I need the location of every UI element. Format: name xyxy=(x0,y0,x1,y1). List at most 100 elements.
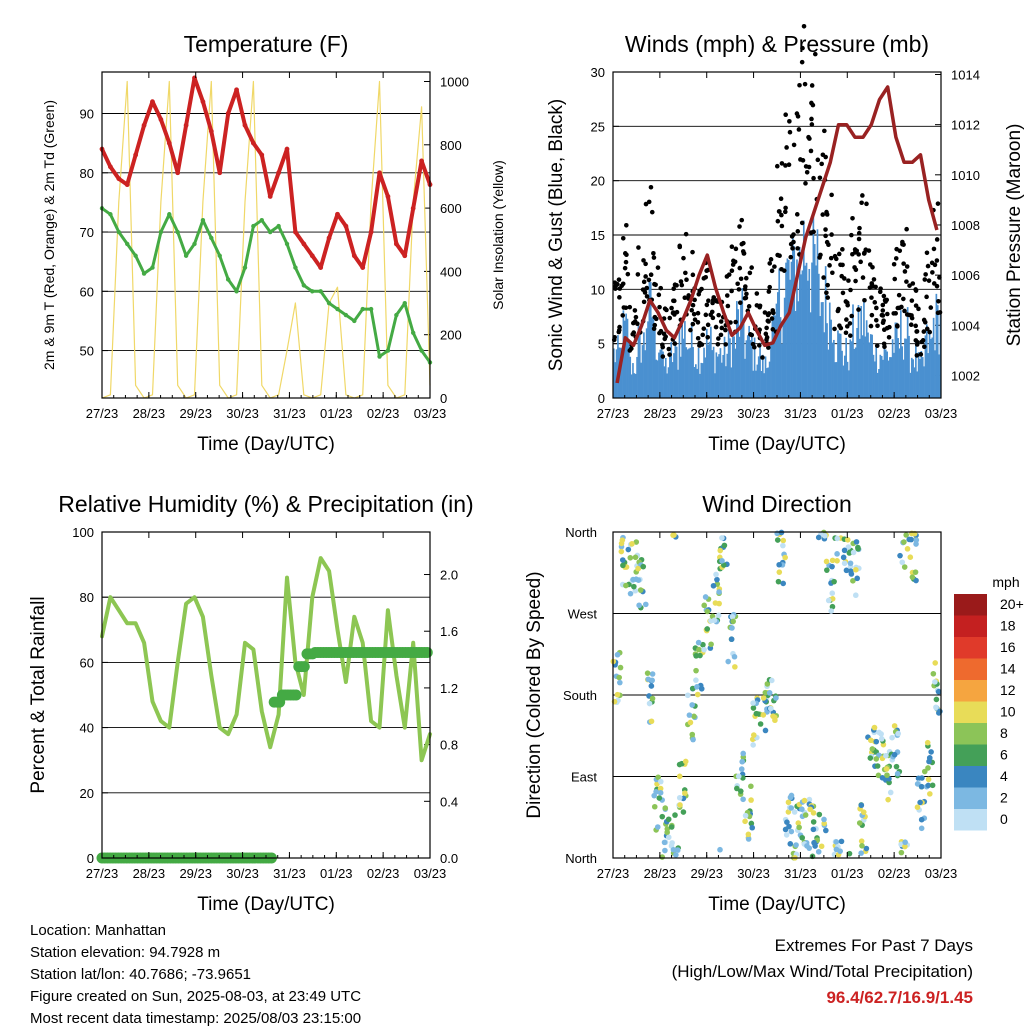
x-tick-label: 01/23 xyxy=(831,406,864,421)
gust-point xyxy=(904,226,909,232)
wind-bar xyxy=(757,356,760,398)
gust-point xyxy=(844,324,850,329)
wind-bar xyxy=(678,327,681,398)
gust-point xyxy=(756,343,762,348)
gust-point xyxy=(749,265,754,270)
gust-point xyxy=(760,355,765,360)
gust-point xyxy=(809,122,815,127)
colorbar-label: 20+ xyxy=(1000,596,1024,612)
gust-point xyxy=(762,310,768,315)
gust-point xyxy=(849,232,854,238)
direction-point xyxy=(871,724,878,731)
gust-point xyxy=(833,256,839,262)
wind-bar xyxy=(753,337,756,398)
wind-bar xyxy=(730,367,733,398)
wind-bar xyxy=(746,335,749,398)
gust-point xyxy=(775,252,780,258)
gust-point xyxy=(703,312,709,318)
gust-point xyxy=(781,268,787,273)
gust-point xyxy=(783,209,788,215)
direction-point xyxy=(786,823,792,830)
gust-point xyxy=(869,295,874,300)
temperature-point xyxy=(259,152,265,158)
gust-point xyxy=(856,252,861,257)
direction-point xyxy=(921,768,928,775)
extremes-values: 96.4/62.7/16.9/1.45 xyxy=(826,988,973,1007)
direction-point xyxy=(735,773,742,780)
direction-point xyxy=(760,712,767,718)
wind-bar xyxy=(704,357,707,398)
dewpoint-point xyxy=(158,229,164,235)
gust-point xyxy=(897,248,903,254)
wind-bar xyxy=(830,319,832,398)
direction-point xyxy=(774,537,781,543)
y-right-axis-label: Station Pressure (Maroon) xyxy=(1004,124,1024,347)
wind-bar xyxy=(921,357,924,398)
direction-point xyxy=(689,702,695,708)
y-tick-label: 0 xyxy=(598,391,605,406)
wind-bar xyxy=(931,337,934,398)
gust-point xyxy=(854,248,860,254)
wind-bar xyxy=(715,352,718,398)
temperature-point xyxy=(208,128,214,134)
gust-point xyxy=(742,286,748,292)
direction-point xyxy=(762,727,769,734)
direction-point xyxy=(775,578,782,585)
direction-point xyxy=(844,536,851,543)
colorbar-label: 0 xyxy=(1000,811,1008,827)
gust-point xyxy=(723,342,728,347)
direction-point xyxy=(840,554,847,561)
gust-point xyxy=(621,305,627,310)
direction-point xyxy=(824,567,830,573)
gust-point xyxy=(907,283,912,288)
dewpoint-point xyxy=(125,241,130,247)
gust-point xyxy=(617,295,622,300)
direction-point xyxy=(682,758,689,765)
direction-point xyxy=(653,788,659,795)
direction-point xyxy=(926,758,932,765)
temperature-point xyxy=(377,170,382,176)
gust-point xyxy=(627,348,633,353)
direction-point xyxy=(883,752,889,759)
gust-point xyxy=(705,334,711,340)
direction-point xyxy=(891,723,898,729)
wind-bar xyxy=(822,302,824,398)
wind-bar xyxy=(818,273,820,398)
gust-point xyxy=(671,298,677,304)
gust-point xyxy=(840,247,845,252)
wind-bar xyxy=(617,335,619,398)
gust-point xyxy=(913,323,919,329)
direction-point xyxy=(858,802,865,809)
direction-point xyxy=(633,539,640,545)
wind-bar xyxy=(906,307,909,398)
wind-bar xyxy=(790,261,793,398)
rainfall-point xyxy=(421,646,433,658)
chart-title: Relative Humidity (%) & Precipitation (i… xyxy=(58,491,473,517)
direction-point xyxy=(648,683,655,689)
wind-bar xyxy=(737,309,740,398)
wind-bar xyxy=(643,332,645,398)
gust-point xyxy=(844,317,849,322)
direction-point xyxy=(843,567,850,574)
gust-point xyxy=(670,310,676,316)
direction-point xyxy=(799,806,805,813)
gust-point xyxy=(763,331,769,337)
direction-point xyxy=(811,839,817,846)
dewpoint-point xyxy=(301,283,307,288)
direction-point xyxy=(795,820,802,826)
y-right-tick-label: 1010 xyxy=(951,168,980,183)
wind-bar xyxy=(731,336,734,398)
y-axis-label: 2m & 9m T (Red, Orange) & 2m Td (Green) xyxy=(41,100,57,370)
wind-bar xyxy=(845,337,847,398)
gust-point xyxy=(779,223,785,229)
gust-point xyxy=(872,300,878,305)
wind-bar xyxy=(674,340,677,398)
direction-point xyxy=(694,684,700,690)
dewpoint-point xyxy=(133,253,138,258)
y-right-tick-label: 1014 xyxy=(951,68,980,83)
wind-bar xyxy=(768,361,771,398)
direction-point xyxy=(614,691,621,698)
direction-point xyxy=(845,544,852,550)
direction-point xyxy=(750,742,756,748)
direction-point xyxy=(716,589,722,595)
